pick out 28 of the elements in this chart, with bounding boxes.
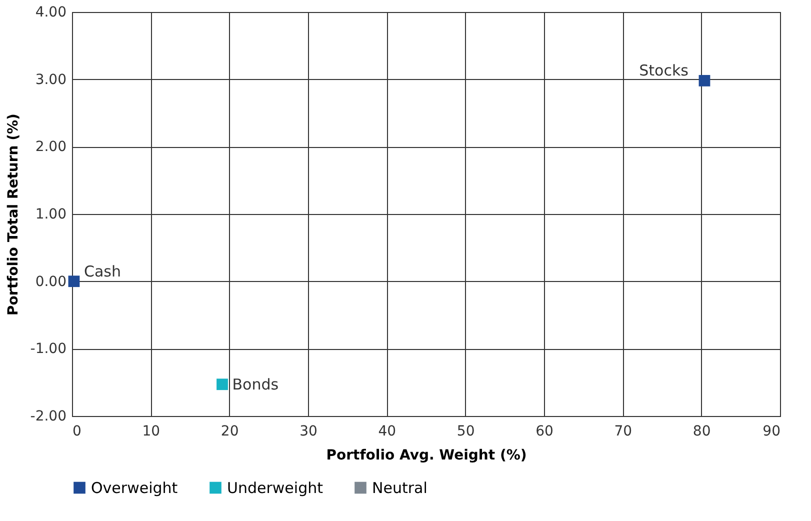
x-tick-label: 60 — [536, 424, 554, 440]
legend-label: Neutral — [372, 478, 428, 497]
y-tick-label: 3.00 — [35, 72, 66, 88]
x-tick-label: 50 — [456, 424, 475, 440]
y-axis-title: Portfolio Total Return (%) — [5, 114, 22, 316]
legend-label: Underweight — [227, 478, 324, 497]
legend-label: Overweight — [91, 478, 178, 497]
y-tick-label: 0.00 — [35, 274, 66, 290]
x-tick-label: 90 — [762, 424, 780, 440]
point — [216, 378, 228, 390]
annotation: Bonds — [232, 375, 279, 394]
annotation: Cash — [84, 262, 121, 280]
y-tick-label: -1.00 — [30, 341, 66, 358]
x-tick-label: 10 — [142, 424, 160, 440]
y-tick-label: 2.00 — [35, 139, 66, 156]
y-tick-label: 4.00 — [35, 4, 66, 20]
x-tick-label: 20 — [220, 424, 239, 440]
x-tick-label: 30 — [300, 424, 318, 440]
point — [68, 276, 80, 288]
point — [698, 74, 710, 86]
y-tick-label: 1.00 — [35, 206, 66, 222]
x-axis-title: Portfolio Avg. Weight (%) — [326, 448, 527, 464]
annotation: Stocks — [639, 62, 689, 80]
y-tick-label: -2.00 — [30, 408, 66, 424]
x-tick-label: 40 — [378, 424, 396, 440]
x-tick-label: 70 — [614, 424, 632, 440]
x-tick-label: 80 — [692, 424, 711, 440]
x-tick-label: 0 — [72, 424, 82, 440]
